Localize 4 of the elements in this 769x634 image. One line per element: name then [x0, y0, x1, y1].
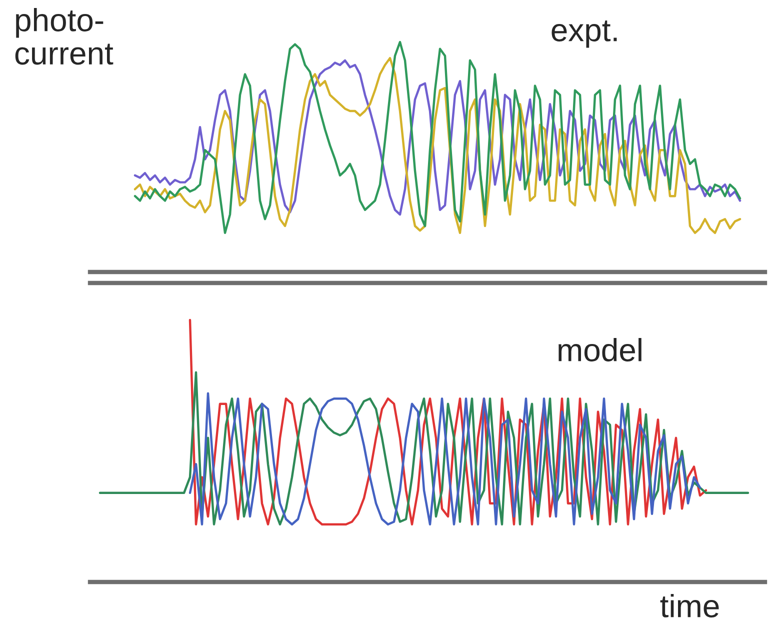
chart-title: expt.: [552, 20, 617, 48]
x-axis-title: time: [660, 594, 719, 618]
chart-title: model: [558, 338, 642, 362]
y-axis-title: photo- current: [15, 8, 114, 65]
